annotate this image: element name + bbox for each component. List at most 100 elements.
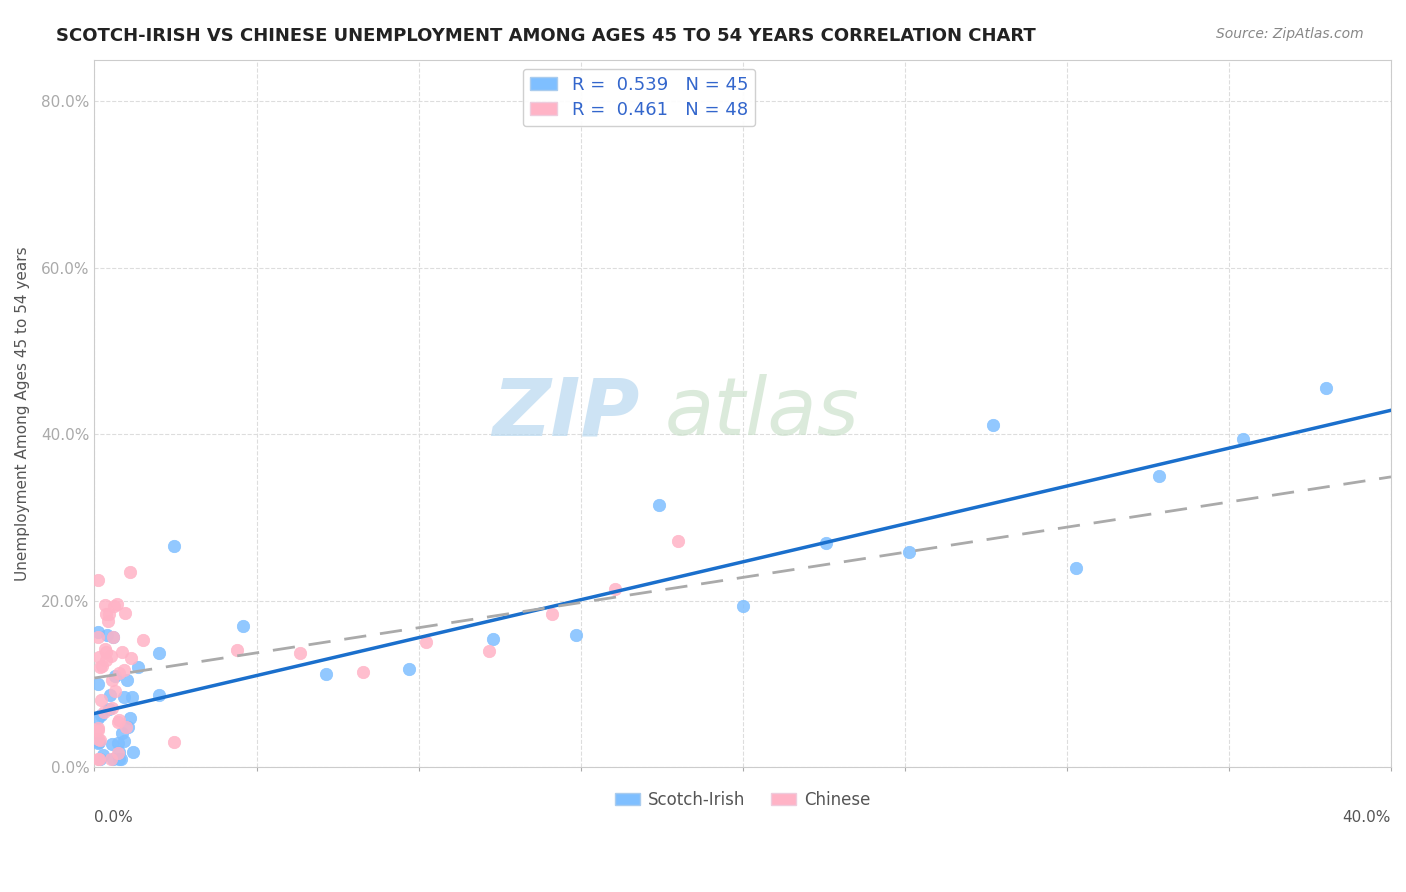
Point <box>86 574 108 588</box>
Point <box>93 705 115 719</box>
Point <box>96 628 118 642</box>
Point <box>104 683 127 698</box>
Point <box>101 631 124 645</box>
Point <box>104 669 127 683</box>
Point <box>132 632 155 647</box>
Point <box>86 711 108 725</box>
Text: Source: ZipAtlas.com: Source: ZipAtlas.com <box>1216 27 1364 41</box>
Point <box>1064 561 1087 575</box>
Point <box>1149 469 1171 483</box>
Text: atlas: atlas <box>665 375 859 452</box>
Point <box>1232 432 1254 446</box>
Point <box>232 619 254 633</box>
Point <box>120 651 142 665</box>
Point <box>100 752 122 766</box>
Point <box>91 659 114 673</box>
Point <box>112 663 135 677</box>
Point <box>94 645 117 659</box>
Point <box>108 752 131 766</box>
Point <box>603 582 626 596</box>
Point <box>107 746 129 760</box>
Point <box>121 745 143 759</box>
Point <box>93 747 115 762</box>
Point <box>111 645 134 659</box>
Point <box>565 628 588 642</box>
Point <box>86 624 108 639</box>
Point <box>101 737 124 751</box>
Point <box>666 534 689 549</box>
Point <box>86 630 108 644</box>
Point <box>105 597 128 611</box>
Point <box>89 732 111 747</box>
Point <box>115 673 138 687</box>
Point <box>121 690 143 704</box>
Point <box>97 607 120 621</box>
Text: ZIP: ZIP <box>492 375 638 452</box>
Point <box>87 752 110 766</box>
Point <box>97 614 120 628</box>
Point <box>89 659 111 673</box>
Point <box>112 733 135 747</box>
Point <box>110 752 132 766</box>
Point <box>148 646 170 660</box>
Point <box>120 565 142 579</box>
Point <box>100 648 122 663</box>
Point <box>1315 381 1337 395</box>
Point <box>398 662 420 676</box>
Point <box>981 418 1004 433</box>
Point <box>315 666 337 681</box>
Point <box>107 736 129 750</box>
Point <box>731 599 754 613</box>
Point <box>108 745 131 759</box>
Point <box>148 689 170 703</box>
Point <box>101 752 124 766</box>
Point <box>103 599 125 613</box>
Point <box>898 544 921 558</box>
Point <box>108 666 131 681</box>
Point <box>94 642 117 657</box>
Point <box>87 677 110 691</box>
Point <box>115 720 138 734</box>
Point <box>481 632 503 646</box>
Point <box>86 736 108 750</box>
Text: SCOTCH-IRISH VS CHINESE UNEMPLOYMENT AMONG AGES 45 TO 54 YEARS CORRELATION CHART: SCOTCH-IRISH VS CHINESE UNEMPLOYMENT AMO… <box>56 27 1036 45</box>
Point <box>89 735 111 749</box>
Point <box>89 752 111 766</box>
Point <box>114 606 136 620</box>
Point <box>98 702 121 716</box>
Y-axis label: Unemployment Among Ages 45 to 54 years: Unemployment Among Ages 45 to 54 years <box>15 246 30 581</box>
Point <box>86 721 108 735</box>
Legend: Scotch-Irish, Chinese: Scotch-Irish, Chinese <box>609 784 877 815</box>
Point <box>352 665 374 679</box>
Point <box>98 688 121 702</box>
Point <box>541 607 564 621</box>
Point <box>100 701 122 715</box>
Point <box>90 692 112 706</box>
Point <box>101 673 124 688</box>
Point <box>648 499 671 513</box>
Point <box>117 720 139 734</box>
Point <box>163 735 186 749</box>
Point <box>90 708 112 723</box>
Point <box>87 649 110 664</box>
Point <box>415 634 437 648</box>
Point <box>225 643 247 657</box>
Point <box>94 653 117 667</box>
Point <box>478 644 501 658</box>
Point <box>86 723 108 737</box>
Text: 40.0%: 40.0% <box>1343 810 1391 825</box>
Point <box>89 752 111 766</box>
Point <box>94 598 117 612</box>
Point <box>107 714 129 729</box>
Point <box>815 536 838 550</box>
Point <box>101 630 124 644</box>
Point <box>86 731 108 746</box>
Point <box>111 726 134 740</box>
Point <box>288 646 311 660</box>
Point <box>114 690 136 705</box>
Point <box>107 714 129 728</box>
Point <box>163 539 186 553</box>
Point <box>120 711 142 725</box>
Point <box>127 660 149 674</box>
Point <box>96 607 118 621</box>
